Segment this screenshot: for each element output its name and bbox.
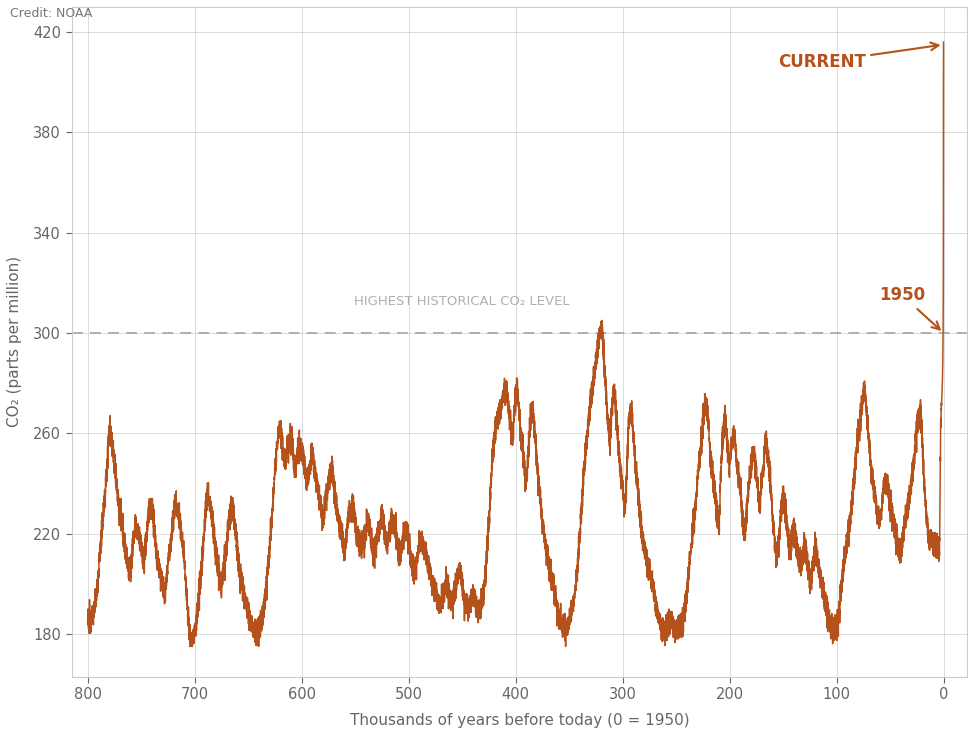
Text: CURRENT: CURRENT — [777, 43, 939, 71]
Text: HIGHEST HISTORICAL CO₂ LEVEL: HIGHEST HISTORICAL CO₂ LEVEL — [355, 295, 570, 308]
X-axis label: Thousands of years before today (0 = 1950): Thousands of years before today (0 = 195… — [350, 713, 690, 728]
Text: 1950: 1950 — [880, 287, 940, 329]
Y-axis label: CO₂ (parts per million): CO₂ (parts per million) — [7, 257, 22, 427]
Text: Credit: NOAA: Credit: NOAA — [10, 7, 93, 21]
